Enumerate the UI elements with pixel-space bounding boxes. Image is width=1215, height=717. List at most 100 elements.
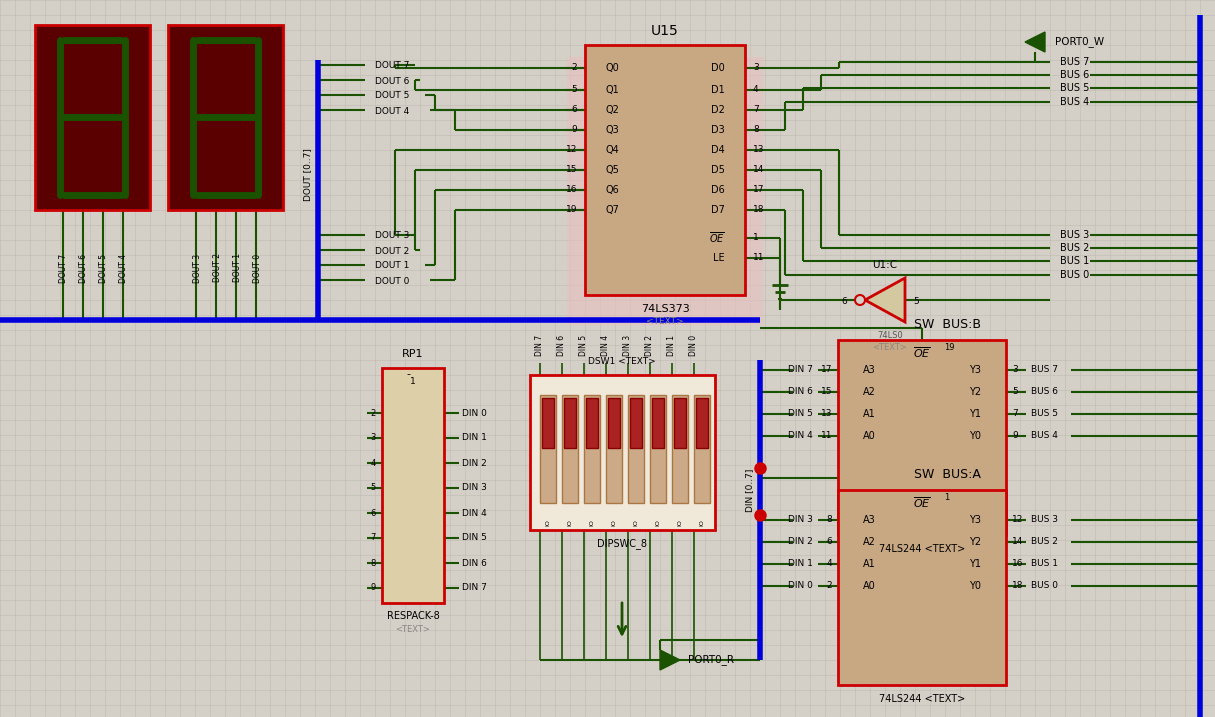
Text: DIN 7: DIN 7 — [789, 366, 813, 374]
Text: <TEXT>: <TEXT> — [646, 318, 684, 326]
Text: DIN 0: DIN 0 — [789, 581, 813, 591]
Text: BUS 6: BUS 6 — [1032, 387, 1058, 397]
Text: DIN 4: DIN 4 — [789, 432, 813, 440]
Text: DOUT 6: DOUT 6 — [375, 77, 409, 85]
Text: D2: D2 — [711, 105, 725, 115]
Text: $\overline{OE}$: $\overline{OE}$ — [914, 495, 931, 511]
Text: -: - — [406, 369, 409, 379]
Bar — [674, 398, 686, 448]
Text: 3: 3 — [753, 64, 758, 72]
Text: A3: A3 — [863, 365, 876, 375]
Text: <TEXT>: <TEXT> — [396, 625, 430, 634]
Text: BUS 3: BUS 3 — [1059, 230, 1090, 240]
Text: DOUT 4: DOUT 4 — [375, 107, 409, 115]
Text: DIN 4: DIN 4 — [462, 508, 487, 518]
Bar — [628, 395, 644, 503]
Bar — [567, 57, 763, 325]
Text: RP1: RP1 — [402, 349, 424, 359]
Text: 1: 1 — [753, 234, 758, 242]
Text: A0: A0 — [863, 581, 876, 591]
Text: DIN 6: DIN 6 — [462, 559, 487, 567]
Polygon shape — [865, 278, 905, 322]
Text: DIN 2: DIN 2 — [645, 335, 655, 356]
Text: RESPACK-8: RESPACK-8 — [386, 611, 440, 621]
Text: 9: 9 — [571, 125, 577, 135]
Text: SW  BUS:B: SW BUS:B — [914, 318, 981, 331]
Text: BUS 0: BUS 0 — [1032, 581, 1058, 591]
Text: IO: IO — [700, 520, 705, 526]
Text: DOUT 1: DOUT 1 — [232, 254, 242, 282]
Text: SW  BUS:A: SW BUS:A — [914, 468, 981, 482]
Text: 11: 11 — [820, 432, 832, 440]
Text: Y2: Y2 — [968, 387, 981, 397]
Text: 4: 4 — [826, 559, 832, 569]
Text: 74LS244 <TEXT>: 74LS244 <TEXT> — [878, 544, 965, 554]
Text: IO: IO — [611, 520, 616, 526]
Text: BUS 4: BUS 4 — [1059, 97, 1090, 107]
Text: <TEXT>: <TEXT> — [872, 343, 908, 353]
Text: 8: 8 — [371, 559, 375, 567]
Text: DIN 3: DIN 3 — [462, 483, 487, 493]
Text: BUS 3: BUS 3 — [1032, 516, 1058, 525]
Text: DIN 1: DIN 1 — [667, 335, 677, 356]
Text: DIN 2: DIN 2 — [789, 538, 813, 546]
Text: D6: D6 — [711, 185, 725, 195]
Text: 15: 15 — [565, 166, 577, 174]
Text: U15: U15 — [651, 24, 679, 38]
Text: 5: 5 — [1012, 387, 1018, 397]
Text: 9: 9 — [1012, 432, 1018, 440]
Text: Y3: Y3 — [970, 515, 981, 525]
Text: D0: D0 — [711, 63, 725, 73]
Text: IO: IO — [567, 520, 572, 526]
Text: IO: IO — [589, 520, 594, 526]
Text: DIN 0: DIN 0 — [462, 409, 487, 417]
Text: Y0: Y0 — [970, 431, 981, 441]
Text: DIN 3: DIN 3 — [623, 334, 633, 356]
Text: 18: 18 — [1012, 581, 1023, 591]
Text: DOUT 3: DOUT 3 — [192, 253, 202, 282]
Text: BUS 6: BUS 6 — [1059, 70, 1090, 80]
Bar — [539, 395, 556, 503]
Text: Y1: Y1 — [970, 559, 981, 569]
Text: 16: 16 — [1012, 559, 1023, 569]
Text: 11: 11 — [753, 254, 764, 262]
Text: DIPSWC_8: DIPSWC_8 — [597, 538, 648, 549]
Text: DIN 3: DIN 3 — [789, 516, 813, 525]
Bar — [838, 340, 1006, 535]
Bar — [584, 395, 600, 503]
Text: 2: 2 — [826, 581, 832, 591]
Text: BUS 1: BUS 1 — [1059, 256, 1090, 266]
Text: BUS 5: BUS 5 — [1032, 409, 1058, 419]
Text: 18: 18 — [753, 206, 764, 214]
Text: 3: 3 — [1012, 366, 1018, 374]
Text: $\overline{OE}$: $\overline{OE}$ — [914, 346, 931, 361]
Text: 7: 7 — [1012, 409, 1018, 419]
Bar — [35, 25, 149, 210]
Polygon shape — [660, 650, 680, 670]
Text: Q1: Q1 — [605, 85, 618, 95]
Text: 12: 12 — [1012, 516, 1023, 525]
Text: Q3: Q3 — [605, 125, 618, 135]
Text: 14: 14 — [753, 166, 764, 174]
Text: Y0: Y0 — [970, 581, 981, 591]
Bar — [606, 395, 622, 503]
Text: Y1: Y1 — [970, 409, 981, 419]
Text: BUS 2: BUS 2 — [1059, 243, 1090, 253]
Text: DOUT 7: DOUT 7 — [375, 62, 409, 70]
Text: 14: 14 — [1012, 538, 1023, 546]
Text: BUS 7: BUS 7 — [1032, 366, 1058, 374]
Text: BUS 7: BUS 7 — [1059, 57, 1090, 67]
Bar — [838, 490, 1006, 685]
Text: DIN 6: DIN 6 — [558, 334, 566, 356]
Text: Q7: Q7 — [605, 205, 618, 215]
Text: 6: 6 — [371, 508, 375, 518]
Text: 2: 2 — [371, 409, 375, 417]
Text: 74LS373: 74LS373 — [640, 304, 689, 314]
Text: 17: 17 — [753, 186, 764, 194]
Circle shape — [855, 295, 865, 305]
Text: 1: 1 — [411, 377, 416, 386]
Text: 15: 15 — [820, 387, 832, 397]
Bar — [168, 25, 283, 210]
Text: DSW1 <TEXT>: DSW1 <TEXT> — [588, 356, 656, 366]
Bar — [542, 398, 554, 448]
